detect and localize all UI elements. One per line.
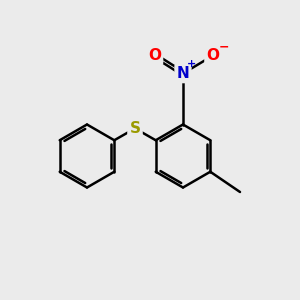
Text: −: −: [218, 40, 229, 54]
Text: +: +: [188, 59, 196, 69]
Text: N: N: [177, 66, 189, 81]
Text: S: S: [130, 121, 140, 136]
Text: O: O: [206, 48, 220, 63]
Text: O: O: [148, 48, 161, 63]
